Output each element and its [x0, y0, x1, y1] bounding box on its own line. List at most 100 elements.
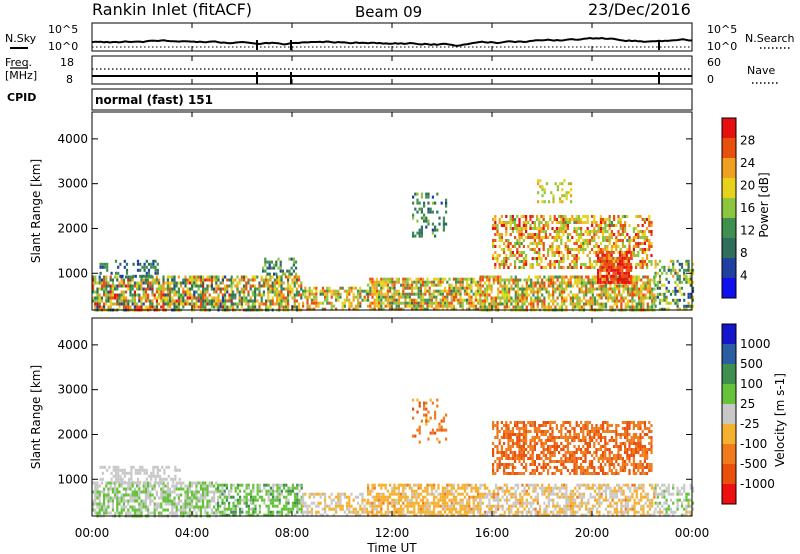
power-cell: [522, 257, 525, 260]
power-cell: [604, 245, 607, 248]
velocity-cell: [481, 513, 484, 517]
power-cell: [617, 230, 620, 233]
power-cell: [532, 299, 535, 303]
velocity-cell: [243, 498, 246, 502]
velocity-cell: [508, 492, 511, 496]
power-cell: [477, 280, 480, 284]
power-cell: [477, 283, 480, 287]
power-cell: [232, 290, 235, 294]
velocity-cell: [130, 465, 133, 469]
power-cell: [430, 292, 433, 296]
power-cell: [313, 307, 316, 311]
power-cell: [566, 233, 569, 236]
velocity-cell: [519, 495, 522, 499]
velocity-cell: [395, 486, 398, 490]
power-cell: [607, 290, 610, 294]
power-cell: [629, 287, 632, 291]
power-cell: [276, 287, 279, 291]
velocity-cell: [160, 502, 163, 506]
power-cell: [206, 302, 209, 306]
freq-tick-bottom: 8: [66, 73, 73, 86]
power-cell: [162, 299, 165, 303]
power-cell: [114, 259, 118, 263]
power-cell: [169, 284, 172, 288]
power-cell: [530, 281, 533, 285]
velocity-cell: [486, 486, 489, 490]
power-cell: [543, 191, 546, 195]
velocity-cell: [172, 477, 175, 481]
power-cell: [691, 304, 695, 308]
velocity-cell: [492, 492, 495, 496]
velocity-cell: [369, 504, 372, 508]
power-cell: [419, 295, 422, 299]
velocity-cell: [98, 505, 101, 509]
power-cell: [551, 245, 554, 248]
velocity-cell: [114, 465, 118, 469]
power-cell: [646, 218, 649, 221]
velocity-cell: [169, 511, 172, 515]
power-cell: [382, 307, 385, 311]
power-cell: [328, 289, 331, 293]
power-cell: [481, 299, 484, 303]
power-cell: [182, 278, 185, 282]
power-cell: [304, 292, 307, 296]
velocity-cell: [466, 486, 469, 490]
power-cell: [683, 277, 686, 281]
power-cell: [136, 259, 140, 263]
velocity-cell: [105, 505, 108, 509]
velocity-cell: [150, 477, 153, 481]
power-cell: [511, 254, 514, 257]
power-cell: [536, 260, 539, 263]
power-cell: [468, 295, 471, 299]
power-cell: [553, 251, 556, 254]
velocity-cell: [178, 468, 181, 472]
velocity-cell: [435, 504, 438, 508]
velocity-cell: [420, 419, 423, 423]
power-cell: [434, 225, 437, 229]
power-cell: [637, 215, 640, 218]
velocity-cell: [357, 495, 360, 499]
velocity-cell: [130, 477, 133, 481]
power-cell: [569, 284, 572, 288]
velocity-cell: [431, 428, 434, 432]
power-cell: [158, 281, 161, 285]
velocity-cell: [219, 513, 222, 517]
power-cell: [197, 293, 200, 297]
power-cell: [109, 290, 112, 294]
power-cell: [648, 248, 651, 251]
power-cell: [337, 298, 340, 302]
power-cell: [162, 293, 165, 297]
velocity-cell: [182, 505, 185, 509]
power-cell: [648, 221, 651, 224]
power-cell: [378, 307, 381, 311]
power-cell: [158, 302, 161, 306]
power-cell: [522, 245, 525, 248]
power-cell: [615, 248, 618, 251]
power-cell: [319, 289, 322, 293]
power-cell: [328, 301, 331, 305]
velocity-cell: [391, 486, 394, 490]
velocity-cell: [348, 510, 351, 514]
power-cell: [619, 256, 622, 260]
velocity-cell: [129, 499, 132, 503]
power-cell: [627, 250, 630, 254]
power-cell: [397, 289, 400, 293]
power-cell: [541, 188, 544, 192]
velocity-cell: [219, 492, 222, 496]
power-cell: [468, 298, 471, 302]
velocity-cell: [468, 504, 471, 508]
velocity-cell: [532, 489, 535, 493]
power-cell: [613, 218, 616, 221]
power-cell: [481, 278, 484, 282]
power-cell: [94, 281, 97, 285]
power-cell: [474, 283, 477, 287]
power-cell: [566, 245, 569, 248]
power-cell: [391, 295, 394, 299]
power-cell: [226, 278, 229, 282]
power-cell: [538, 233, 541, 236]
power-cell: [155, 296, 158, 300]
nsearch-label: N.Search: [745, 32, 795, 45]
power-cell: [131, 278, 134, 282]
velocity-cell: [184, 502, 187, 506]
power-cell: [149, 299, 152, 303]
